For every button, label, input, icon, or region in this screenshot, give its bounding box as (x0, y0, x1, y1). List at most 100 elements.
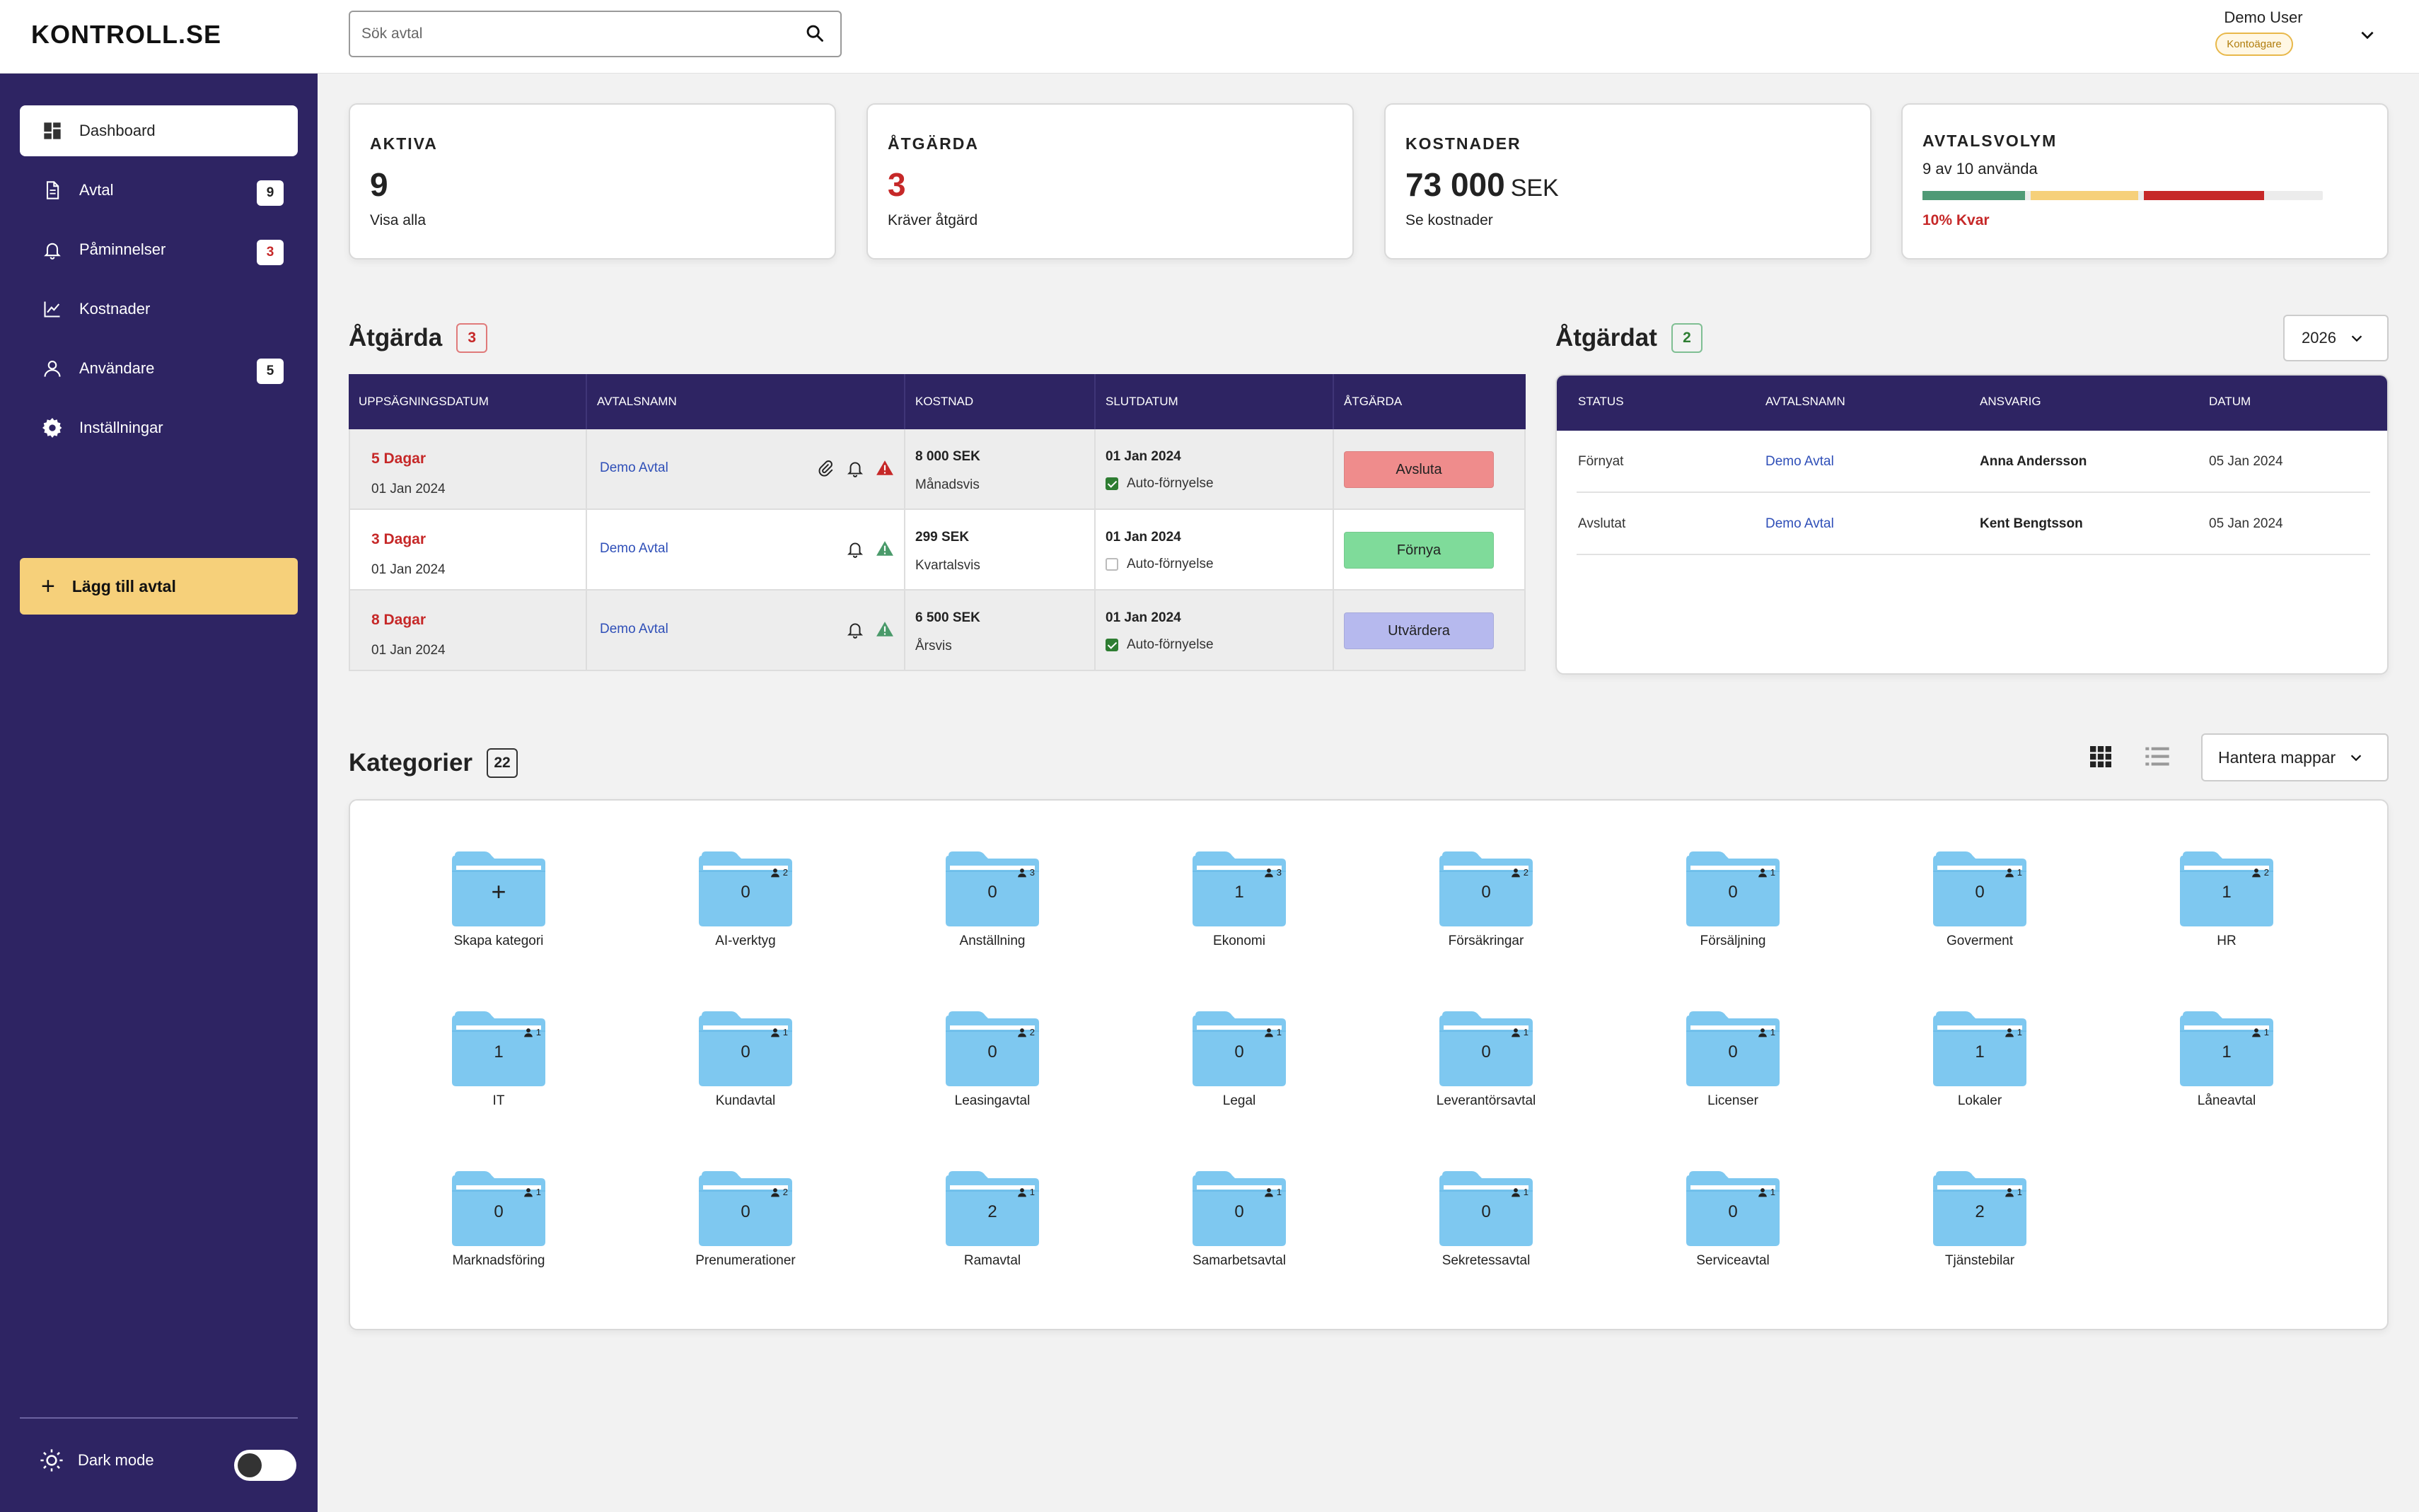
category-folder[interactable]: 3 1 Ekonomi (1190, 846, 1289, 966)
owner-name: Kent Bengtsson (1980, 516, 2083, 531)
warning-icon[interactable] (876, 459, 894, 477)
grid-view-icon[interactable] (2087, 743, 2115, 771)
col-header[interactable]: AVTALSNAMN (1765, 395, 1845, 408)
category-folder[interactable]: 1 0 Licenser (1683, 1006, 1782, 1126)
col-header[interactable]: ANSVARIG (1980, 395, 2041, 408)
user-menu[interactable]: Demo User Kontoägare (2186, 8, 2341, 56)
folder-name: Goverment (1947, 934, 2013, 948)
folder-user-count: 1 (535, 1027, 541, 1037)
category-folder[interactable]: 1 2 Tjänstebilar (1930, 1165, 2029, 1286)
col-header[interactable]: UPPSÄGNINGSDATUM (349, 374, 587, 429)
folder-user-count: 1 (2017, 1027, 2022, 1037)
stat-card-aktiva[interactable]: AKTIVA 9 Visa alla (349, 103, 836, 260)
table-row[interactable]: Förnyat Demo Avtal Anna Andersson 05 Jan… (1577, 431, 2370, 493)
search-input[interactable] (361, 12, 786, 56)
table-row[interactable]: 3 Dagar 01 Jan 2024 Demo Avtal 299 SEK K… (349, 510, 1526, 591)
sidebar-item-dashboard[interactable]: Dashboard (20, 105, 298, 156)
folder-contract-count: 0 (1728, 883, 1738, 902)
category-folder[interactable]: 1 0 Serviceavtal (1683, 1165, 1782, 1286)
bell-icon[interactable] (846, 459, 864, 477)
stat-card-kostnader[interactable]: KOSTNADER 73 000 SEK Se kostnader (1384, 103, 1872, 260)
year-select[interactable]: 2026 (2283, 315, 2389, 361)
renew-button[interactable]: Förnya (1344, 532, 1494, 569)
category-folder[interactable]: 1 2 Ramavtal (943, 1165, 1042, 1286)
sidebar-item-kostnader[interactable]: Kostnader (20, 284, 298, 335)
paperclip-icon[interactable] (816, 459, 835, 477)
folder-name: Licenser (1707, 1093, 1758, 1108)
folder-user-count: 1 (1770, 1027, 1775, 1037)
bell-icon[interactable] (846, 540, 864, 558)
end-date: 01 Jan 2024 (1106, 610, 1181, 625)
date-text: 05 Jan 2024 (2209, 516, 2283, 531)
table-row[interactable]: 5 Dagar 01 Jan 2024 Demo Avtal 8 000 SEK… (349, 429, 1526, 510)
contract-link[interactable]: Demo Avtal (600, 622, 668, 636)
search-icon[interactable] (805, 23, 825, 43)
auto-renew-checkbox[interactable] (1106, 477, 1118, 490)
col-header[interactable]: AVTALSNAMN (587, 374, 905, 429)
app-logo[interactable]: KONTROLL.SE (31, 20, 221, 49)
category-folder[interactable]: 1 0 Legal (1190, 1006, 1289, 1126)
sidebar-item-paminnelser[interactable]: Påminnelser 3 (20, 224, 298, 275)
list-view-icon[interactable] (2143, 743, 2171, 771)
folder-contract-count: 1 (1975, 1042, 1985, 1062)
evaluate-button[interactable]: Utvärdera (1344, 612, 1494, 649)
category-folder[interactable]: 1 0 Leverantörsavtal (1437, 1006, 1536, 1126)
terminate-button[interactable]: Avsluta (1344, 451, 1494, 488)
category-folder[interactable]: 1 0 Kundavtal (696, 1006, 795, 1126)
col-header[interactable]: KOSTNAD (905, 374, 1096, 429)
category-folder[interactable]: 1 0 Marknadsföring (449, 1165, 548, 1286)
warning-icon[interactable] (876, 620, 894, 639)
col-header[interactable]: DATUM (2209, 395, 2251, 408)
col-header[interactable]: ÅTGÄRDA (1344, 395, 1403, 408)
contract-link[interactable]: Demo Avtal (600, 541, 668, 556)
plus-icon: + (491, 877, 506, 906)
contract-link[interactable]: Demo Avtal (1765, 516, 1834, 531)
category-folder[interactable]: 1 0 Goverment (1930, 846, 2029, 966)
category-folder[interactable]: 2 0 Leasingavtal (943, 1006, 1042, 1126)
auto-renew-checkbox[interactable] (1106, 558, 1118, 571)
contract-link[interactable]: Demo Avtal (1765, 454, 1834, 469)
category-folder[interactable]: 1 1 Låneavtal (2177, 1006, 2276, 1126)
table-row[interactable]: Avslutat Demo Avtal Kent Bengtsson 05 Ja… (1577, 493, 2370, 555)
user-icon (1511, 1187, 1520, 1197)
sidebar-item-anvandare[interactable]: Användare 5 (20, 343, 298, 394)
category-folder[interactable]: 1 1 IT (449, 1006, 548, 1126)
contract-name-cell: Demo Avtal (587, 510, 905, 589)
search-box[interactable] (349, 11, 842, 57)
stat-link[interactable]: Kräver åtgärd (888, 212, 978, 228)
user-icon (523, 1028, 533, 1037)
stat-link[interactable]: Se kostnader (1405, 212, 1493, 228)
category-folder[interactable]: 2 1 HR (2177, 846, 2276, 966)
dark-mode-toggle[interactable] (234, 1450, 296, 1481)
manage-folders-button[interactable]: Hantera mappar (2201, 733, 2389, 781)
sidebar-item-avtal[interactable]: Avtal 9 (20, 165, 298, 216)
table-row[interactable]: 8 Dagar 01 Jan 2024 Demo Avtal 6 500 SEK… (349, 591, 1526, 671)
bell-icon[interactable] (846, 620, 864, 639)
category-folder[interactable]: 1 0 Samarbetsavtal (1190, 1165, 1289, 1286)
category-folder[interactable]: 2 0 AI-verktyg (696, 846, 795, 966)
auto-renew-label: Auto-förnyelse (1127, 476, 1214, 491)
category-folder[interactable]: 1 0 Försäljning (1683, 846, 1782, 966)
sidebar-item-installningar[interactable]: Inställningar (20, 402, 298, 453)
category-folder[interactable]: 1 0 Sekretessavtal (1437, 1165, 1536, 1286)
chevron-down-icon[interactable] (2358, 25, 2377, 44)
cost-value: 8 000 SEK (915, 449, 980, 464)
category-folder[interactable]: 2 0 Försäkringar (1437, 846, 1536, 966)
col-header[interactable]: SLUTDATUM (1096, 374, 1334, 429)
add-contract-button[interactable]: + Lägg till avtal (20, 558, 298, 615)
contract-link[interactable]: Demo Avtal (600, 460, 668, 475)
folder-users: 1 (2005, 867, 2022, 878)
category-folder[interactable]: 3 0 Anställning (943, 846, 1042, 966)
col-header[interactable]: STATUS (1578, 395, 1624, 408)
category-folder[interactable]: 2 0 Prenumerationer (695, 1165, 796, 1286)
categories-panel: + Skapa kategori 2 0 AI-verktyg 3 0 Anställning… (349, 799, 2389, 1330)
folder-name: Tjänstebilar (1944, 1253, 2015, 1268)
stat-link[interactable]: Visa alla (370, 212, 426, 228)
folder-user-count: 1 (1770, 1187, 1775, 1197)
category-folder[interactable]: 1 1 Lokaler (1930, 1006, 2029, 1126)
auto-renew-checkbox[interactable] (1106, 639, 1118, 651)
create-category-folder[interactable]: + Skapa kategori (449, 846, 548, 966)
stat-card-atgarda[interactable]: ÅTGÄRDA 3 Kräver åtgärd (866, 103, 1354, 260)
warning-icon[interactable] (876, 540, 894, 558)
folder-users: 3 (1017, 867, 1035, 878)
